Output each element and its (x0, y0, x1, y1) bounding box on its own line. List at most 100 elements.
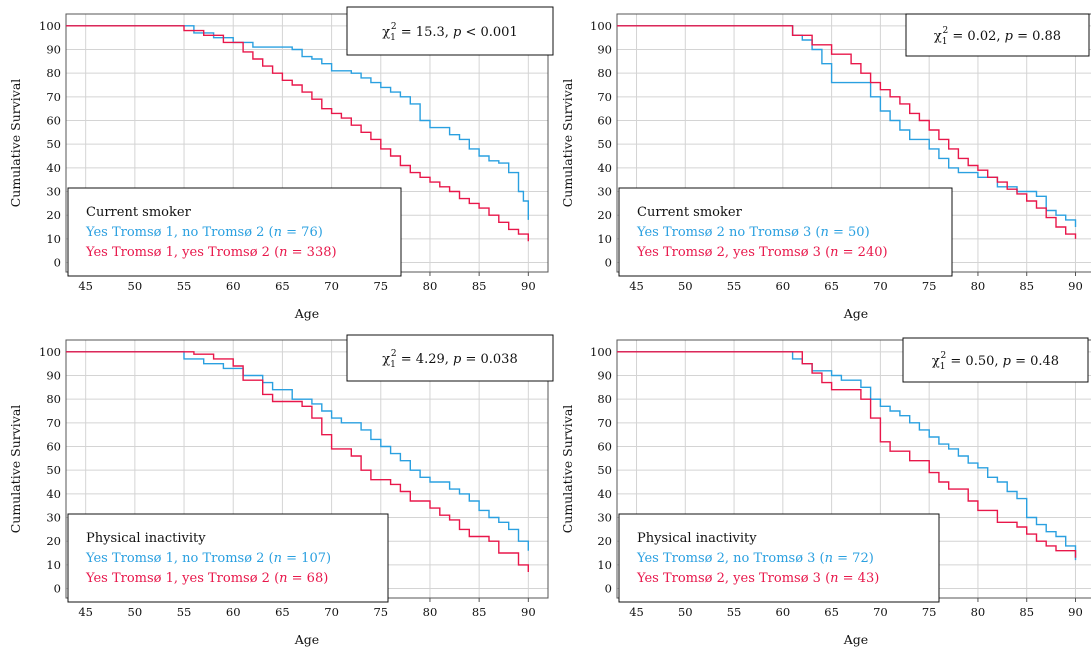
y-tick-label: 10 (46, 558, 61, 572)
y-tick-label: 50 (597, 463, 612, 477)
y-tick-label: 100 (590, 345, 612, 359)
legend-entry-n-symbol: n (274, 225, 282, 240)
x-tick-label: 90 (1068, 279, 1083, 293)
stat-text: χ12 = 0.50, p = 0.48 (932, 351, 1059, 372)
legend-title: Current smoker (637, 205, 743, 220)
y-tick-label: 50 (46, 137, 61, 151)
y-tick-label: 100 (39, 19, 61, 33)
legend-entry-2: Yes Tromsø 2, yes Tromsø 3 (n = 240) (636, 245, 888, 260)
x-tick-label: 85 (1019, 279, 1034, 293)
y-tick-label: 90 (597, 43, 612, 57)
y-tick-label: 90 (46, 43, 61, 57)
legend-entry-label: Yes Tromsø 1, yes Tromsø 2 ( (85, 245, 279, 260)
stat-p-value: < 0.001 (461, 25, 517, 40)
x-tick-label: 55 (177, 605, 192, 619)
y-tick-label: 80 (597, 66, 612, 80)
y-axis-label: Cumulative Survival (560, 79, 575, 208)
x-tick-label: 70 (873, 279, 888, 293)
x-tick-label: 80 (423, 279, 438, 293)
x-tick-label: 50 (128, 605, 143, 619)
y-tick-label: 70 (46, 416, 61, 430)
legend-entry-n-symbol: n (279, 571, 287, 586)
legend-entry-n-value: = 72) (833, 551, 874, 566)
x-axis-label: Age (843, 632, 868, 647)
legend-entry-n-value: = 338) (288, 245, 337, 260)
y-tick-label: 30 (46, 511, 61, 525)
x-tick-label: 75 (373, 605, 388, 619)
stat-superscript: 2 (391, 22, 397, 32)
x-tick-label: 55 (727, 279, 742, 293)
survival-curve-series-1 (617, 25, 1077, 227)
survival-curve-series-1 (617, 351, 1077, 561)
survival-curve-series-1 (66, 25, 529, 220)
stat-subscript: 1 (390, 33, 396, 43)
legend-box (67, 513, 389, 603)
stat-text: χ12 = 15.3, p < 0.001 (382, 22, 517, 43)
legend-entry-n-value: = 76) (282, 225, 323, 240)
stat-subscript: 1 (940, 362, 946, 372)
x-tick-label: 60 (776, 605, 791, 619)
x-tick-label: 70 (324, 605, 339, 619)
y-tick-label: 40 (597, 161, 612, 175)
y-tick-label: 50 (597, 137, 612, 151)
y-axis-label: Cumulative Survival (8, 405, 23, 534)
x-tick-label: 60 (226, 605, 241, 619)
y-tick-label: 60 (597, 114, 612, 128)
y-tick-label: 100 (39, 345, 61, 359)
legend-entry-1: Yes Tromsø 2, no Tromsø 3 (n = 72) (636, 551, 874, 566)
x-tick-label: 45 (629, 279, 644, 293)
x-tick-label: 85 (472, 279, 487, 293)
stat-chi-symbol: χ (382, 352, 390, 367)
legend-entry-2: Yes Tromsø 2, yes Tromsø 3 (n = 43) (636, 571, 879, 586)
legend-entry-label: Yes Tromsø 2, no Tromsø 3 ( (636, 551, 825, 566)
y-axis-label: Cumulative Survival (8, 79, 23, 208)
x-tick-label: 80 (423, 605, 438, 619)
stat-box (902, 337, 1089, 383)
x-tick-label: 65 (275, 605, 290, 619)
legend-box (618, 513, 940, 603)
x-tick-label: 80 (971, 605, 986, 619)
x-tick-label: 55 (727, 605, 742, 619)
legend-entry-label: Yes Tromsø 1, no Tromsø 2 ( (85, 225, 274, 240)
y-tick-label: 10 (597, 232, 612, 246)
legend-entry-n-symbol: n (830, 571, 838, 586)
x-tick-label: 70 (873, 605, 888, 619)
legend-entry-label: Yes Tromsø 2 no Tromsø 3 ( (636, 225, 821, 240)
x-tick-label: 50 (678, 605, 693, 619)
stat-p-value: = 0.038 (461, 352, 517, 367)
x-axis-label: Age (294, 632, 319, 647)
y-tick-label: 70 (46, 90, 61, 104)
stat-chi-symbol: χ (382, 25, 390, 40)
x-tick-label: 90 (1068, 605, 1083, 619)
y-tick-label: 80 (46, 392, 61, 406)
legend-box (618, 187, 953, 277)
y-tick-label: 60 (597, 440, 612, 454)
x-tick-label: 65 (824, 279, 839, 293)
legend-entry-label: Yes Tromsø 1, yes Tromsø 2 ( (85, 571, 279, 586)
x-axis-label: Age (294, 306, 319, 321)
survival-curve-series-2 (66, 25, 529, 242)
legend-box (67, 187, 402, 277)
x-tick-label: 55 (177, 279, 192, 293)
x-tick-label: 45 (78, 605, 93, 619)
stat-subscript: 1 (942, 37, 948, 47)
legend-entry-label: Yes Tromsø 2, yes Tromsø 3 ( (636, 245, 830, 260)
y-tick-label: 70 (597, 90, 612, 104)
survival-curve-series-2 (66, 351, 529, 572)
y-tick-label: 100 (590, 19, 612, 33)
x-tick-label: 50 (678, 279, 693, 293)
stat-p-value: = 0.88 (1013, 29, 1061, 44)
stat-chi-symbol: χ (934, 29, 942, 44)
stat-p-symbol: p (453, 25, 462, 40)
y-tick-label: 90 (597, 369, 612, 383)
stat-superscript: 2 (941, 351, 947, 361)
x-tick-label: 60 (226, 279, 241, 293)
y-tick-label: 0 (54, 256, 61, 270)
y-tick-label: 20 (46, 534, 61, 548)
y-tick-label: 40 (46, 161, 61, 175)
x-tick-label: 50 (128, 279, 143, 293)
stat-value: = 4.29, (397, 352, 453, 367)
x-tick-label: 65 (824, 605, 839, 619)
x-tick-label: 80 (971, 279, 986, 293)
x-tick-label: 90 (521, 605, 536, 619)
